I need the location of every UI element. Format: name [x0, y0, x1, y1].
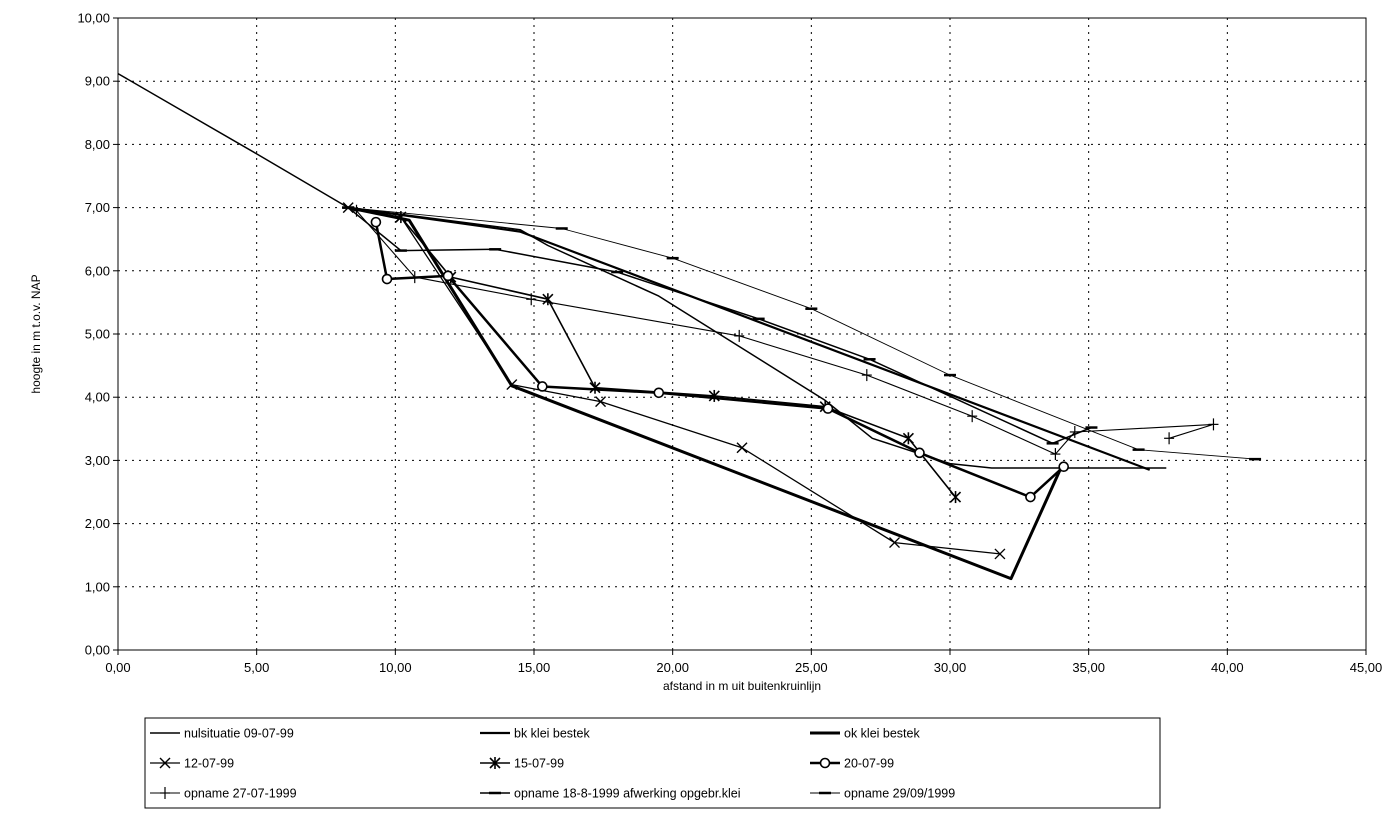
data-point-5 [902, 432, 914, 445]
x-tick-label: 25,00 [795, 660, 828, 675]
data-point-7 [351, 204, 362, 217]
y-tick-label: 1,00 [85, 579, 110, 594]
legend-marker-7 [160, 787, 170, 799]
data-point-6 [1025, 491, 1036, 503]
y-tick-label: 0,00 [85, 643, 110, 658]
axes: 0,00 5,00 10,00 15,00 20,00 25,00 30,00 35,00 40… [77, 11, 1382, 676]
legend-label-8: opname 18-8-1999 afwerking opgebr.klei [514, 787, 741, 801]
data-point-7 [1050, 448, 1061, 461]
y-tick-label: 5,00 [85, 327, 110, 342]
x-tick-label: 0,00 [105, 660, 130, 675]
data-point-6 [822, 403, 834, 414]
y-tick-label: 3,00 [85, 453, 110, 468]
data-point-5 [542, 293, 554, 306]
data-point-6 [370, 216, 382, 228]
x-tick-label: 20,00 [656, 660, 689, 675]
y-tick-label: 10,00 [77, 11, 110, 26]
data-point-7 [526, 293, 537, 306]
series-line-1 [117, 72, 1167, 469]
data-point-5 [708, 389, 720, 402]
legend-label-9: opname 29/09/1999 [844, 787, 955, 801]
x-axis-title: afstand in m uit buitenkruinlijn [663, 679, 821, 693]
y-tick-label: 9,00 [85, 74, 110, 89]
series-line-3 [347, 206, 1063, 581]
data-point-7 [1164, 432, 1175, 445]
legend: nulsituatie 09-07-99 bk klei bestek ok kle… [150, 727, 955, 801]
data-point-7 [409, 271, 420, 284]
legend-label-1: nulsituatie 09-07-99 [184, 727, 294, 741]
series-line-2 [348, 206, 1151, 471]
y-tick-label: 2,00 [85, 516, 110, 531]
legend-label-7: opname 27-07-1999 [184, 787, 297, 801]
gridlines [118, 18, 1366, 650]
data-point-7 [861, 369, 872, 382]
legend-label-3: ok klei bestek [844, 727, 920, 741]
y-tick-label: 7,00 [85, 200, 110, 215]
series-markers [342, 202, 1262, 560]
data-point-5 [395, 211, 407, 224]
legend-label-5: 15-07-99 [514, 757, 564, 771]
y-tick-label: 8,00 [85, 137, 110, 152]
data-point-7 [967, 410, 978, 423]
data-point-4 [889, 537, 901, 549]
legend-marker-6 [819, 757, 831, 769]
data-point-5 [589, 381, 601, 394]
x-tick-label: 15,00 [518, 660, 551, 675]
data-point-7 [734, 329, 745, 342]
y-tick-label: 6,00 [85, 263, 110, 278]
data-point-7 [1208, 418, 1219, 431]
y-tick-label: 4,00 [85, 390, 110, 405]
data-point-6 [381, 273, 393, 285]
data-point-7 [1069, 425, 1080, 438]
legend-label-4: 12-07-99 [184, 757, 234, 771]
x-tick-label: 35,00 [1072, 660, 1105, 675]
data-point-4 [994, 548, 1006, 560]
data-point-6 [537, 381, 548, 392]
data-point-4 [506, 379, 518, 391]
data-point-6 [653, 387, 665, 399]
legend-label-6: 20-07-99 [844, 757, 894, 771]
legend-marker-5 [489, 757, 501, 769]
legend-label-2: bk klei bestek [514, 727, 590, 741]
x-tick-label: 30,00 [934, 660, 967, 675]
data-point-6 [914, 447, 925, 459]
series-line-8 [347, 207, 1092, 445]
data-point-5 [949, 491, 962, 504]
x-tick-label: 5,00 [244, 660, 269, 675]
x-tick-label: 45,00 [1350, 660, 1383, 675]
legend-box [144, 717, 1161, 809]
x-tick-label: 10,00 [379, 660, 412, 675]
legend-marker-4 [159, 757, 171, 769]
data-point-6 [1058, 461, 1070, 473]
data-point-4 [736, 442, 748, 454]
data-point-4 [595, 396, 607, 408]
x-tick-label: 40,00 [1211, 660, 1244, 675]
data-point-6 [442, 270, 454, 282]
y-axis-title: hoogte in m t.o.v. NAP [29, 274, 43, 393]
series-line-7 [356, 210, 1215, 455]
